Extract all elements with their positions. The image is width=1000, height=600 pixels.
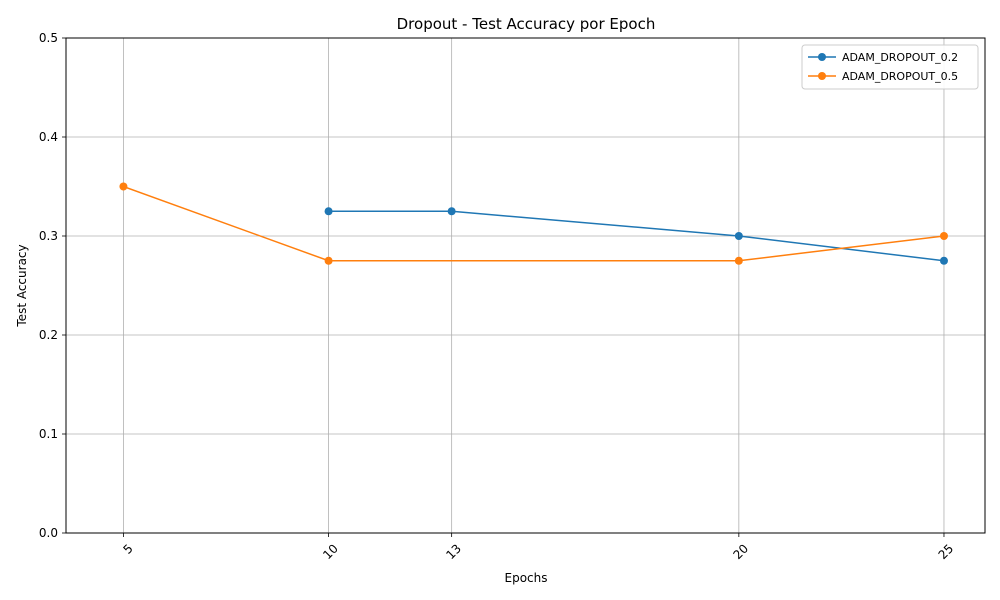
data-point (939, 232, 948, 240)
data-point (119, 182, 128, 191)
x-axis-label: Epochs (505, 571, 548, 585)
y-tick-label: 0.4 (39, 130, 58, 144)
x-tick-label: 20 (730, 541, 751, 562)
y-tick-label: 0.3 (39, 229, 58, 243)
plot-frame (65, 37, 986, 534)
grid (66, 37, 985, 534)
series-line-2 (123, 185, 945, 262)
y-tick-label: 0.5 (39, 31, 58, 45)
data-point (734, 256, 743, 265)
legend-entry: ADAM_DROPOUT_0.5 (842, 70, 958, 83)
data-point (324, 256, 333, 265)
data-point (939, 256, 948, 265)
y-axis-ticks: 0.0 0.1 0.2 0.3 0.4 0.5 (39, 31, 66, 540)
legend: ADAM_DROPOUT_0.2 ADAM_DROPOUT_0.5 (801, 44, 979, 90)
x-tick-label: 13 (443, 541, 464, 562)
y-tick-label: 0.2 (39, 328, 58, 342)
series-group (119, 182, 948, 265)
chart-title: Dropout - Test Accuracy por Epoch (397, 15, 656, 33)
data-point (734, 232, 743, 240)
y-tick-label: 0.0 (39, 526, 58, 540)
x-axis-ticks: 5 10 13 20 25 (120, 533, 956, 562)
x-tick-label: 10 (320, 541, 341, 562)
legend-swatch-marker (818, 53, 826, 61)
data-point (324, 207, 333, 216)
x-tick-label: 25 (936, 541, 957, 562)
legend-box (801, 44, 979, 90)
legend-entry: ADAM_DROPOUT_0.2 (842, 51, 958, 64)
x-tick-label: 5 (120, 541, 135, 556)
legend-swatch-marker (818, 72, 826, 80)
y-tick-label: 0.1 (39, 427, 58, 441)
data-point (447, 207, 456, 216)
y-axis-label: Test Accuracy (15, 244, 29, 327)
